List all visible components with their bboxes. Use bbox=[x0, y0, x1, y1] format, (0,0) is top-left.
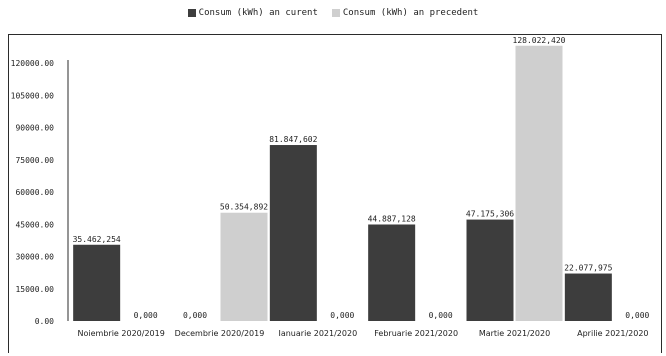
y-tick-label: 120000.00 bbox=[11, 59, 55, 68]
data-label: 0,000 bbox=[429, 311, 453, 320]
x-tick-label: Decembrie 2020/2019 bbox=[175, 329, 265, 338]
bar-current bbox=[368, 224, 416, 321]
data-label: 128.022,420 bbox=[513, 36, 566, 45]
y-tick-label: 60000.00 bbox=[15, 188, 54, 197]
y-tick-label: 15000.00 bbox=[15, 285, 54, 294]
x-tick-label: Martie 2021/2020 bbox=[479, 329, 550, 338]
data-label: 50.354,892 bbox=[220, 203, 268, 212]
bar-current bbox=[73, 244, 121, 321]
chart-legend: Consum (kWh) an curent Consum (kWh) an p… bbox=[0, 8, 666, 18]
x-tick-label: Noiembrie 2020/2019 bbox=[78, 329, 165, 338]
data-label: 22.077,975 bbox=[564, 264, 612, 273]
y-tick-label: 90000.00 bbox=[15, 124, 54, 133]
bar-current bbox=[269, 145, 317, 321]
bar-current bbox=[466, 219, 514, 321]
data-label: 0,000 bbox=[134, 311, 158, 320]
legend-item-current: Consum (kWh) an curent bbox=[187, 8, 318, 18]
bar-current bbox=[564, 273, 612, 321]
y-tick-label: 105000.00 bbox=[11, 91, 55, 100]
x-tick-label: Aprilie 2021/2020 bbox=[577, 329, 648, 338]
data-label: 47.175,306 bbox=[466, 210, 514, 219]
legend-swatch-current bbox=[187, 9, 196, 17]
data-label: 0,000 bbox=[625, 311, 649, 320]
data-label: 35.462,254 bbox=[73, 235, 121, 244]
bar-previous bbox=[220, 212, 268, 321]
data-label: 0,000 bbox=[183, 311, 207, 320]
y-tick-label: 45000.00 bbox=[15, 220, 54, 229]
x-tick-label: Ianuarie 2021/2020 bbox=[278, 329, 357, 338]
bar-previous bbox=[515, 45, 563, 321]
x-tick-label: Februarie 2021/2020 bbox=[374, 329, 458, 338]
data-label: 81.847,602 bbox=[269, 135, 317, 144]
y-tick-label: 30000.00 bbox=[15, 253, 54, 262]
chart-frame bbox=[8, 34, 662, 353]
data-label: 44.887,128 bbox=[368, 214, 416, 223]
data-label: 0,000 bbox=[330, 311, 354, 320]
y-tick-label: 75000.00 bbox=[15, 156, 54, 165]
legend-item-previous: Consum (kWh) an precedent bbox=[331, 8, 479, 18]
legend-swatch-previous bbox=[331, 9, 340, 17]
legend-label-previous: Consum (kWh) an precedent bbox=[342, 8, 479, 18]
y-tick-label: 0.00 bbox=[35, 317, 54, 326]
legend-label-current: Consum (kWh) an curent bbox=[198, 8, 318, 18]
